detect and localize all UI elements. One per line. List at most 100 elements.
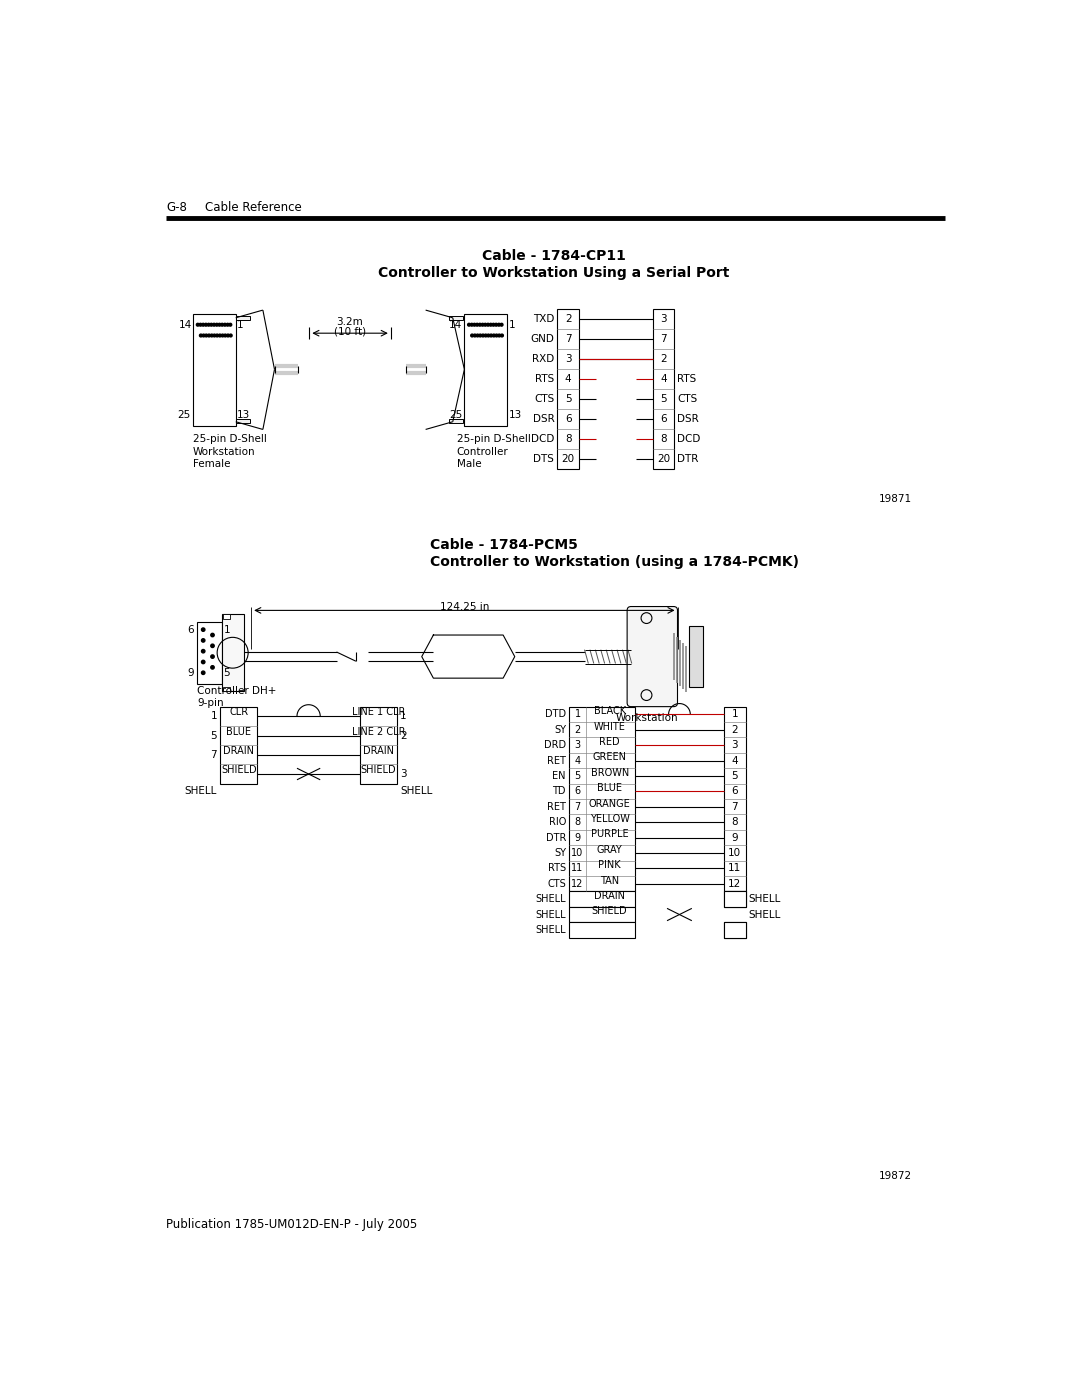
- Text: 3.2m: 3.2m: [336, 317, 363, 327]
- Text: 2: 2: [565, 313, 571, 324]
- Bar: [222, 615, 230, 619]
- Text: Controller to Workstation Using a Serial Port: Controller to Workstation Using a Serial…: [378, 267, 729, 281]
- Circle shape: [216, 334, 218, 337]
- Bar: [220, 707, 257, 784]
- Text: BLUE: BLUE: [597, 784, 622, 793]
- Bar: [360, 707, 397, 784]
- Text: 3: 3: [575, 740, 581, 750]
- Text: 25: 25: [177, 409, 191, 420]
- Text: RIO: RIO: [549, 817, 566, 827]
- Text: 1: 1: [400, 711, 407, 721]
- Bar: [222, 686, 230, 692]
- Circle shape: [489, 334, 492, 337]
- Text: 124.25 in: 124.25 in: [440, 602, 489, 612]
- Text: 5: 5: [224, 668, 230, 678]
- Text: WHITE: WHITE: [594, 722, 625, 732]
- Bar: [569, 707, 635, 891]
- Text: 10: 10: [571, 848, 583, 858]
- Text: SY: SY: [554, 725, 566, 735]
- Text: SHELL: SHELL: [184, 787, 216, 796]
- Text: TXD: TXD: [532, 313, 554, 324]
- Text: TD: TD: [552, 787, 566, 796]
- Text: 4: 4: [575, 756, 581, 766]
- Circle shape: [211, 334, 213, 337]
- Text: 11: 11: [571, 863, 583, 873]
- Text: 1: 1: [211, 711, 217, 721]
- Circle shape: [199, 323, 202, 326]
- Text: CTS: CTS: [548, 879, 566, 888]
- Text: 9-pin: 9-pin: [197, 697, 224, 708]
- Text: RTS: RTS: [535, 373, 554, 384]
- Text: Controller: Controller: [457, 447, 509, 457]
- Text: RTS: RTS: [548, 863, 566, 873]
- Circle shape: [211, 655, 214, 658]
- Circle shape: [484, 334, 487, 337]
- Text: RED: RED: [599, 738, 620, 747]
- Circle shape: [202, 671, 205, 675]
- Text: 1: 1: [509, 320, 515, 330]
- Text: 5: 5: [211, 731, 217, 740]
- Text: CLR: CLR: [229, 707, 248, 718]
- Text: YELLOW: YELLOW: [590, 814, 630, 824]
- Text: 6: 6: [731, 787, 738, 796]
- Circle shape: [224, 334, 227, 337]
- Circle shape: [221, 334, 224, 337]
- Text: 5: 5: [575, 771, 581, 781]
- Circle shape: [476, 334, 478, 337]
- Text: 5: 5: [731, 771, 738, 781]
- Text: Cable Reference: Cable Reference: [205, 201, 301, 214]
- Text: DSR: DSR: [677, 414, 699, 423]
- Circle shape: [489, 323, 492, 326]
- Circle shape: [202, 661, 205, 664]
- Text: 9: 9: [731, 833, 738, 842]
- Text: DSR: DSR: [532, 414, 554, 423]
- Bar: [449, 316, 463, 320]
- Text: DTR: DTR: [545, 833, 566, 842]
- Text: DCD: DCD: [531, 433, 554, 444]
- Circle shape: [229, 323, 232, 326]
- Text: Female: Female: [193, 460, 231, 469]
- Text: 14: 14: [179, 320, 192, 330]
- Text: CTS: CTS: [677, 394, 698, 404]
- Circle shape: [473, 323, 476, 326]
- Circle shape: [492, 334, 496, 337]
- Bar: [449, 419, 463, 423]
- Text: BROWN: BROWN: [591, 768, 629, 778]
- Circle shape: [207, 323, 210, 326]
- Circle shape: [200, 334, 202, 337]
- Text: 25-pin D-Shell: 25-pin D-Shell: [457, 434, 530, 444]
- Text: 2: 2: [660, 353, 666, 363]
- Text: 25-pin D-Shell: 25-pin D-Shell: [193, 434, 267, 444]
- Circle shape: [205, 334, 207, 337]
- Text: Controller DH+: Controller DH+: [197, 686, 276, 696]
- Text: 20: 20: [562, 454, 575, 464]
- Circle shape: [482, 334, 484, 337]
- Text: DRAIN: DRAIN: [594, 891, 625, 901]
- Text: RET: RET: [548, 756, 566, 766]
- Text: 8: 8: [575, 817, 581, 827]
- Text: 2: 2: [731, 725, 738, 735]
- Text: SHELL: SHELL: [748, 894, 781, 904]
- Text: Cable - 1784-CP11: Cable - 1784-CP11: [482, 249, 625, 263]
- Bar: [193, 314, 235, 426]
- Text: 3: 3: [660, 313, 666, 324]
- Text: 9: 9: [575, 833, 581, 842]
- Bar: [724, 922, 745, 937]
- Text: EN: EN: [552, 771, 566, 781]
- Circle shape: [478, 323, 482, 326]
- Text: SHELL: SHELL: [536, 925, 566, 935]
- Circle shape: [213, 323, 215, 326]
- Text: 13: 13: [238, 409, 251, 420]
- Circle shape: [495, 334, 498, 337]
- Circle shape: [468, 323, 471, 326]
- Text: 6: 6: [187, 624, 194, 634]
- Text: LINE 2 CLR: LINE 2 CLR: [352, 726, 405, 736]
- Text: 19871: 19871: [879, 493, 913, 504]
- Text: DTS: DTS: [534, 454, 554, 464]
- Circle shape: [226, 323, 229, 326]
- Circle shape: [487, 334, 490, 337]
- Bar: [235, 316, 249, 320]
- Circle shape: [202, 334, 205, 337]
- Text: 25: 25: [449, 409, 462, 420]
- Circle shape: [229, 334, 232, 337]
